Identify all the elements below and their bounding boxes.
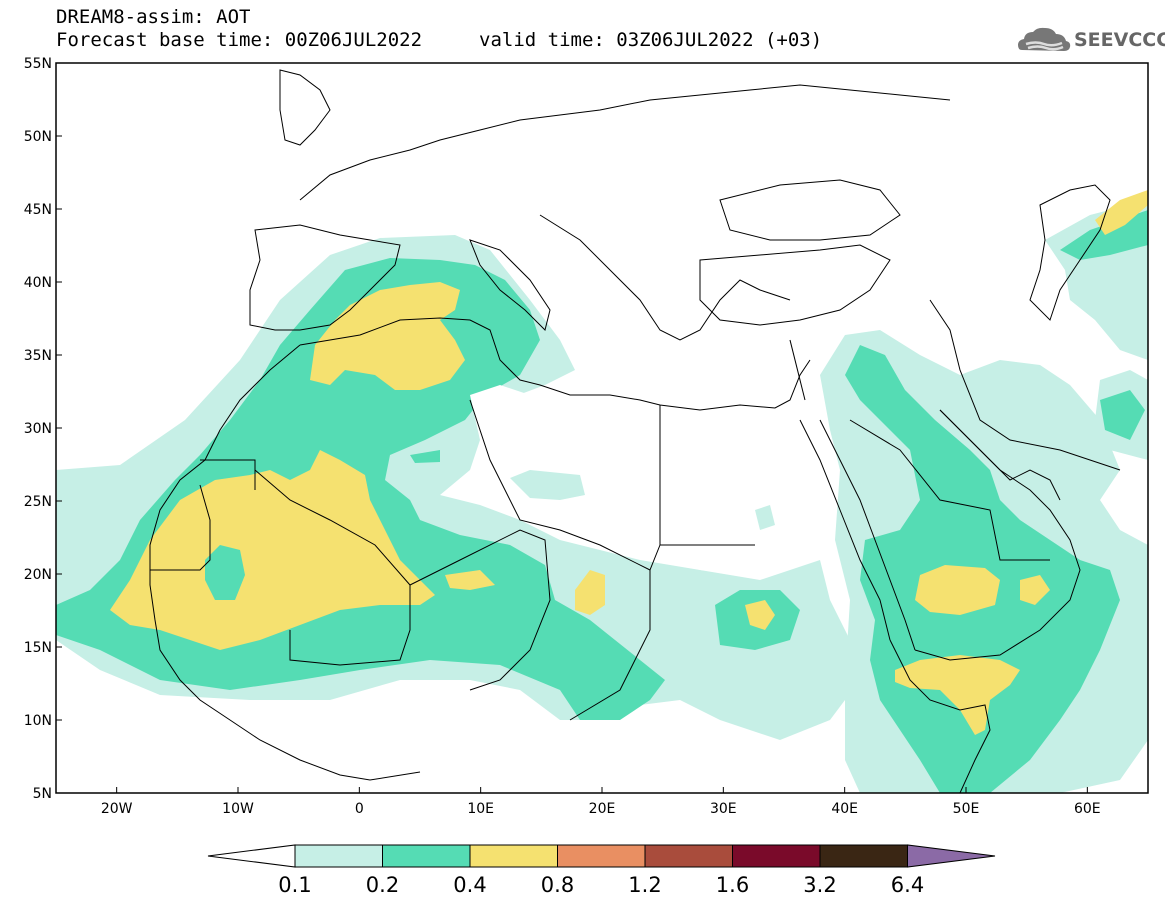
colorbar-high-arrow [907,844,996,868]
colorbar-segment [732,844,821,868]
map-title: DREAM8-assim: AOT [56,6,251,28]
lat-label: 5N [33,786,52,802]
borders-sudan [569,544,661,721]
colorbar-segment [469,844,558,868]
colorbar-label: 0.1 [278,873,311,897]
lon-label: 10W [222,801,254,817]
western-sahara-high [110,450,435,650]
colorbar-label: 0.8 [541,873,574,897]
lon-label: 50E [953,801,980,817]
arabia-high [915,565,1000,615]
medium-east-patch [1100,390,1145,440]
borders-sahel [409,529,551,691]
colorbar-label: 1.2 [628,873,661,897]
lat-label: 55N [24,56,52,72]
lon-label: 10E [467,801,494,817]
borders-iran [929,299,1121,471]
borders-sahara-1 [254,469,411,586]
lon-label: 40E [831,801,858,817]
caspian [1029,184,1111,321]
colorbar-segment [382,844,471,868]
turkey [699,244,891,326]
aot-clear-patches [410,385,810,575]
lat-label: 15N [24,640,52,656]
lat-label: 25N [24,494,52,510]
black-sea [719,179,901,241]
colorbar-label: 0.4 [453,873,486,897]
lat-label: 20N [24,567,52,583]
persian-gulf [939,409,1061,501]
aot-level-0.4 [110,190,1148,735]
borders-libya-niger [469,399,651,571]
colorbar-label: 3.2 [803,873,836,897]
lon-label: 20E [589,801,616,817]
colorbar-segment [819,844,908,868]
borders-sahara-3 [150,484,211,571]
uk [279,69,331,146]
colorbar-label: 0.2 [366,873,399,897]
iberia-coast [249,224,401,331]
lat-label: 30N [24,421,52,437]
borders-arabia [849,419,1050,561]
lon-label: 20W [101,801,133,817]
lat-label: 35N [24,348,52,364]
borders-sahara-4 [289,585,411,666]
colorbar-segment [644,844,733,868]
lon-label: 60E [1074,801,1101,817]
lat-label: 10N [24,713,52,729]
latitude-axis: 55N 50N 45N 40N 35N 30N 25N 20N 15N 10N 5N [24,56,62,802]
aot-contours [56,190,1148,793]
cloud-icon [1018,27,1071,51]
west-africa-coast [149,344,421,781]
red-sea-high [745,600,775,630]
oman-high [1020,575,1050,605]
lat-label: 40N [24,275,52,291]
colorbar-label: 6.4 [891,873,924,897]
lat-label: 50N [24,129,52,145]
chad-high [575,570,605,615]
lon-label: 0 [355,801,364,817]
borders-sahara-2 [200,459,256,490]
valid-time: valid time: 03Z06JUL2022 (+03) [479,29,823,51]
caspian-high [1095,190,1148,235]
seevccc-logo: SEEVCCC [1016,24,1165,58]
forecast-base-time: Forecast base time: 00Z06JUL2022 [56,29,423,51]
red-sea-coast-east [819,419,916,651]
sahara-high-center [445,570,495,590]
balkans [539,214,791,341]
atlas-plume-high [310,282,465,390]
colorbar-label: 1.6 [716,873,749,897]
horn-of-africa [889,639,991,793]
lon-label: 30E [710,801,737,817]
europe-north [299,84,951,201]
red-sea-coast-west [799,419,891,641]
lat-label: 45N [24,202,52,218]
aot-level-0.2-inner-patches [205,545,245,600]
colorbar-segment [557,844,646,868]
colorbar: 0.1 0.2 0.4 0.8 1.2 1.6 3.2 6.4 [207,844,996,897]
logo-text: SEEVCCC [1074,29,1165,51]
italy [469,239,551,331]
colorbar-segment [294,844,383,868]
colorbar-low-arrow [207,844,296,868]
yemen-high [895,655,1020,735]
country-borders [149,69,1121,793]
north-africa-coast [299,317,811,411]
levant-coast [789,339,806,401]
longitude-axis: 20W 10W 0 10E 20E 30E 40E 50E 60E [101,787,1101,817]
